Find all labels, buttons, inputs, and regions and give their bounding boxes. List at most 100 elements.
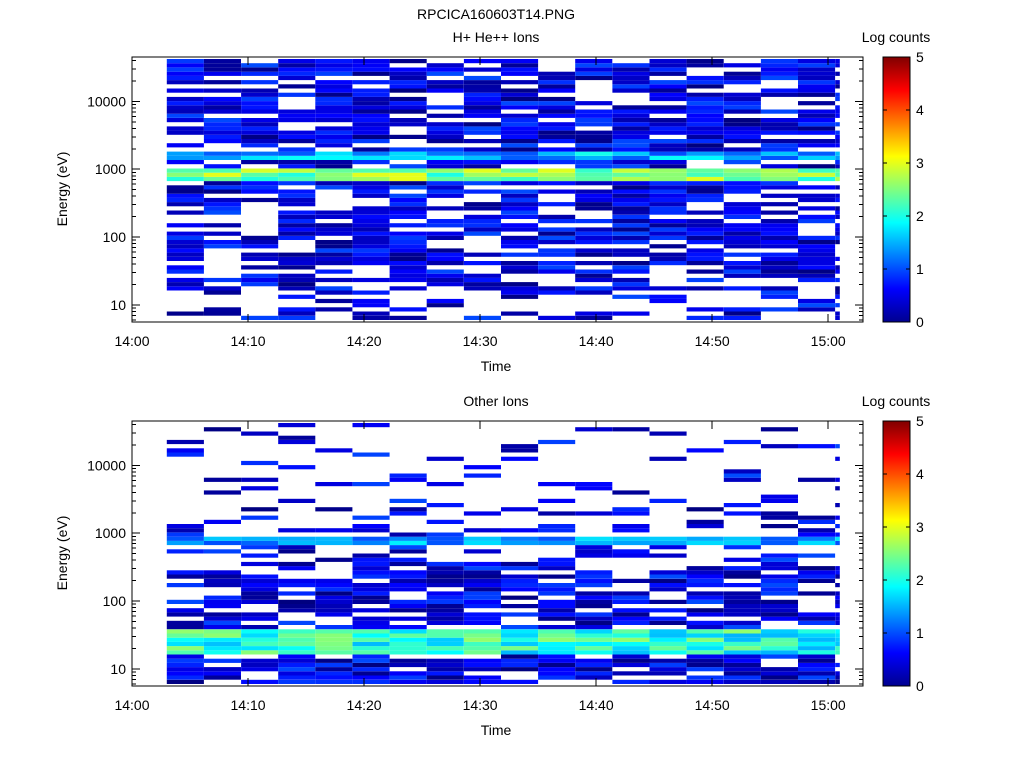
spectrogram-cell (798, 641, 836, 647)
x-tick-label: 14:10 (231, 333, 266, 349)
spectrogram-cell (760, 427, 798, 432)
spectrogram-cell (463, 587, 501, 592)
spectrogram-cell (612, 540, 650, 546)
spectrogram-cell (241, 168, 279, 173)
spectrogram-cell (798, 101, 836, 106)
spectrogram-cell (798, 176, 836, 182)
spectrogram-cell (835, 679, 840, 684)
spectrogram-cell (389, 477, 427, 482)
spectrogram-cell (278, 679, 316, 684)
spectrogram-cell (278, 231, 316, 236)
spectrogram-cell (501, 654, 539, 659)
spectrogram-cell (203, 675, 241, 680)
spectrogram-cell (315, 269, 353, 274)
spectrogram-cell (649, 456, 687, 461)
spectrogram-cell (798, 206, 836, 211)
spectrogram-cell (501, 269, 539, 274)
spectrogram-cell (538, 227, 576, 232)
spectrogram-cell (798, 620, 836, 625)
spectrogram-cell (241, 265, 279, 270)
spectrogram-cell (835, 532, 840, 537)
spectrogram-cell (649, 202, 687, 207)
spectrogram-cell (203, 307, 241, 312)
spectrogram-cell (760, 139, 798, 144)
spectrogram-cell (501, 67, 539, 72)
y-tick-label: 10000 (87, 93, 126, 109)
spectrogram-cell (538, 599, 576, 604)
spectrogram-cell (649, 658, 687, 663)
spectrogram-cell (426, 155, 464, 160)
spectrogram-cell (612, 185, 650, 190)
spectrogram-cell (315, 214, 353, 219)
spectrogram-cell (575, 650, 613, 655)
spectrogram-cell (203, 71, 241, 76)
x-tick-label: 14:30 (463, 333, 498, 349)
spectrogram-cell (166, 532, 204, 537)
spectrogram-cell (426, 599, 464, 604)
spectrogram-cell (760, 667, 798, 672)
spectrogram-cell (835, 176, 840, 182)
spectrogram-cell (278, 650, 316, 655)
spectrogram-cell (278, 261, 316, 266)
spectrogram-cell (203, 181, 241, 186)
spectrogram-cell (723, 231, 761, 236)
spectrogram-cell (389, 168, 427, 173)
spectrogram-cell (575, 197, 613, 203)
spectrogram-cell (686, 80, 724, 85)
spectrogram-cell (315, 71, 353, 76)
spectrogram-cell (426, 641, 464, 647)
spectrogram-cell (166, 452, 204, 457)
spectrogram-cell (315, 540, 353, 546)
spectrogram-cell (538, 219, 576, 224)
spectrogram-cell (166, 126, 204, 131)
spectrogram-cell (241, 273, 279, 278)
spectrogram-cell (203, 583, 241, 588)
spectrogram-cell (315, 96, 353, 102)
spectrogram-cell (501, 448, 539, 453)
spectrogram-cell (426, 139, 464, 144)
spectrogram-cell (501, 101, 539, 106)
spectrogram-cell (315, 612, 353, 617)
spectrogram-cell (538, 160, 576, 165)
spectrogram-cell (723, 583, 761, 588)
spectrogram-cell (241, 679, 279, 684)
spectrogram-cell (203, 578, 241, 583)
spectrogram-cell (426, 282, 464, 287)
spectrogram-cell (241, 71, 279, 76)
spectrogram-cell (278, 307, 316, 312)
spectrogram-cell (612, 650, 650, 655)
spectrogram-cell (203, 286, 241, 291)
spectrogram-cell (166, 667, 204, 672)
spectrogram-cell (686, 269, 724, 274)
spectrogram-cell (315, 298, 353, 304)
spectrogram-cell (501, 612, 539, 617)
spectrogram-cell (352, 118, 390, 123)
spectrogram-cell (278, 67, 316, 72)
spectrogram-cell (835, 235, 840, 240)
spectrogram-cell (426, 671, 464, 676)
spectrogram-cell (389, 84, 427, 89)
spectrogram-cell (389, 583, 427, 588)
spectrogram-cell (723, 620, 761, 625)
spectrogram-cell (203, 240, 241, 245)
spectrogram-cell (501, 633, 539, 638)
spectrogram-cell (760, 185, 798, 190)
spectrogram-cell (166, 265, 204, 270)
spectrogram-cell (241, 431, 279, 436)
spectrogram-cell (723, 625, 761, 630)
spectrogram-cell (575, 101, 613, 106)
spectrogram-cell (241, 67, 279, 72)
spectrogram-cell (203, 122, 241, 127)
spectrogram-cell (389, 240, 427, 245)
spectrogram-cell (612, 231, 650, 236)
colorbar-label: Log counts (862, 29, 931, 45)
spectrogram-cell (538, 633, 576, 638)
spectrogram-cell (760, 591, 798, 596)
spectrogram-cell (798, 63, 836, 68)
spectrogram-cell (686, 641, 724, 647)
spectrogram-cell (501, 679, 539, 684)
spectrogram-cell (203, 595, 241, 600)
spectrogram-cell (501, 311, 539, 316)
spectrogram-cell (463, 59, 501, 64)
spectrogram-cell (463, 282, 501, 287)
